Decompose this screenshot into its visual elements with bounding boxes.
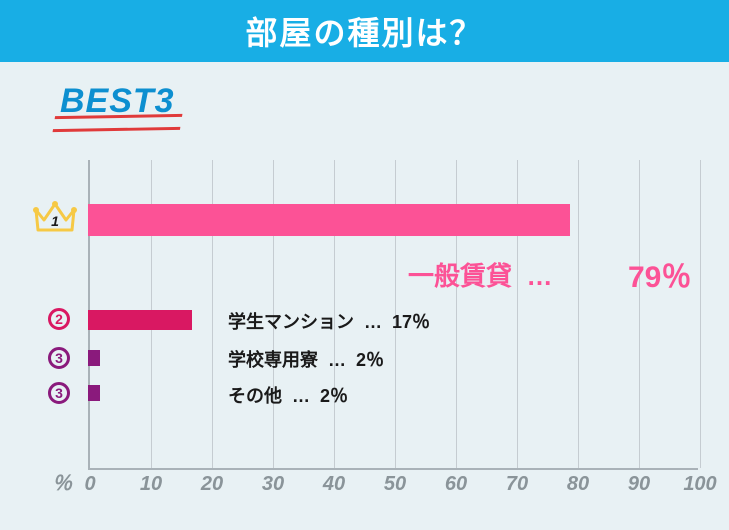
bar-chart: ％ 0102030405060708090100 1 一般賃貸 … 79％ 2 … [88,160,698,470]
bar-rank-3 [88,350,100,366]
bar-1-sep: … [526,261,552,291]
bar-rank-4 [88,385,100,401]
bar-2-label: 学生マンション … 17％ [228,308,430,334]
bar-4-pct: 2％ [320,386,348,406]
bar-3-sep: … [328,350,346,370]
bar-3-name: 学校専用寮 [228,350,318,370]
gridline [639,160,640,468]
gridline [578,160,579,468]
x-tick-label: 20 [201,473,223,496]
page-title: 部屋の種別は？ [245,8,483,54]
x-tick-label: 70 [506,473,528,496]
crown-icon: 1 [32,196,78,236]
best3-badge: BEST3 [60,82,175,121]
x-tick-label: 80 [567,473,589,496]
bar-3-pct: 2％ [356,350,384,370]
bar-4-name: その他 [228,386,282,406]
x-tick-label: 50 [384,473,406,496]
rank-2-icon: 2 [48,308,70,330]
bar-1-pct: 79％ [628,252,691,296]
header-bar: 部屋の種別は？ [0,0,729,62]
x-tick-label: 100 [683,473,716,496]
bar-rank-2 [88,310,192,330]
bar-4-label: その他 … 2％ [228,382,348,408]
x-tick-label: 90 [628,473,650,496]
gridline [700,160,701,468]
x-tick-label: 0 [84,473,95,496]
bar-3-label: 学校専用寮 … 2％ [228,346,384,372]
pct-axis-label: ％ [52,467,72,496]
bar-4-sep: … [292,386,310,406]
x-tick-label: 60 [445,473,467,496]
x-tick-label: 10 [140,473,162,496]
rank-4-icon: 3 [48,382,70,404]
bar-1-label: 一般賃貸 … [408,256,552,293]
bar-rank-1 [88,204,570,236]
bar-2-pct: 17％ [392,312,430,332]
bar-2-sep: … [364,312,382,332]
x-tick-label: 30 [262,473,284,496]
rank-3-icon: 3 [48,347,70,369]
bar-2-name: 学生マンション [228,312,354,332]
x-tick-label: 40 [323,473,345,496]
svg-text:1: 1 [51,213,59,229]
bar-1-name: 一般賃貸 [408,261,512,291]
